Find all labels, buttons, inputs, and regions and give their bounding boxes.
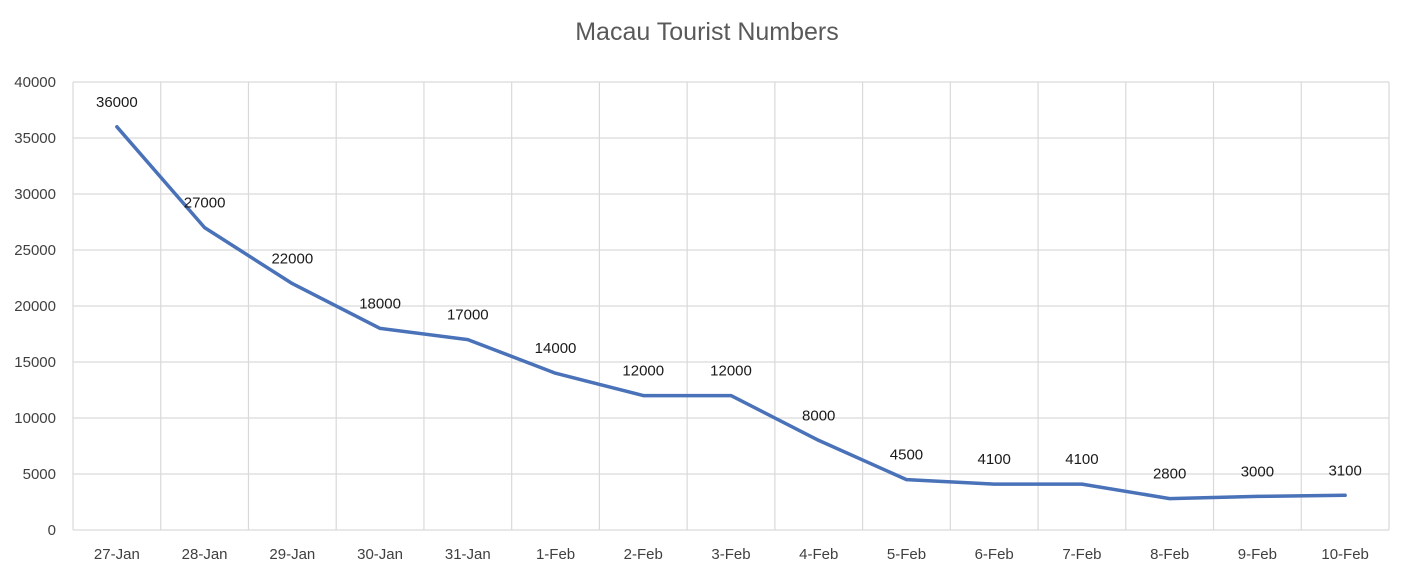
data-point xyxy=(904,478,908,482)
y-tick-label: 15000 xyxy=(14,354,56,371)
x-tick-label: 2-Feb xyxy=(624,546,663,563)
x-tick-label: 8-Feb xyxy=(1150,546,1189,563)
x-tick-label: 6-Feb xyxy=(975,546,1014,563)
data-label: 18000 xyxy=(359,295,401,312)
data-label: 22000 xyxy=(271,251,313,268)
chart-title: Macau Tourist Numbers xyxy=(575,18,839,46)
data-label: 3000 xyxy=(1241,463,1274,480)
data-point xyxy=(378,326,382,330)
x-tick-label: 28-Jan xyxy=(182,546,228,563)
x-tick-label: 9-Feb xyxy=(1238,546,1277,563)
data-label: 4100 xyxy=(978,451,1011,468)
data-label: 2800 xyxy=(1153,466,1186,483)
x-tick-label: 4-Feb xyxy=(799,546,838,563)
x-tick-label: 5-Feb xyxy=(887,546,926,563)
data-point xyxy=(554,371,558,375)
x-tick-label: 7-Feb xyxy=(1062,546,1101,563)
data-point xyxy=(466,338,470,342)
data-label: 27000 xyxy=(184,195,226,212)
data-label: 4500 xyxy=(890,447,923,464)
y-tick-label: 35000 xyxy=(14,130,56,147)
data-point xyxy=(729,394,733,398)
x-tick-label: 29-Jan xyxy=(269,546,315,563)
data-point xyxy=(641,394,645,398)
data-label: 14000 xyxy=(535,340,577,357)
data-point xyxy=(1255,494,1259,498)
x-tick-label: 30-Jan xyxy=(357,546,403,563)
data-point xyxy=(290,282,294,286)
y-tick-label: 40000 xyxy=(14,74,56,91)
x-tick-label: 3-Feb xyxy=(711,546,750,563)
data-point xyxy=(1343,493,1347,497)
y-tick-label: 0 xyxy=(48,522,56,539)
y-tick-label: 25000 xyxy=(14,242,56,259)
data-label: 8000 xyxy=(802,407,835,424)
x-tick-label: 31-Jan xyxy=(445,546,491,563)
x-tick-label: 1-Feb xyxy=(536,546,575,563)
data-point xyxy=(992,482,996,486)
data-label: 36000 xyxy=(96,94,138,111)
data-label: 12000 xyxy=(622,363,664,380)
y-tick-label: 20000 xyxy=(14,298,56,315)
data-point xyxy=(1168,497,1172,501)
data-point xyxy=(115,125,119,129)
data-label: 3100 xyxy=(1328,462,1361,479)
y-tick-label: 5000 xyxy=(23,466,56,483)
data-label: 4100 xyxy=(1065,451,1098,468)
data-label: 12000 xyxy=(710,363,752,380)
data-point xyxy=(1080,482,1084,486)
y-tick-label: 30000 xyxy=(14,186,56,203)
x-tick-label: 27-Jan xyxy=(94,546,140,563)
y-tick-label: 10000 xyxy=(14,410,56,427)
data-point xyxy=(203,226,207,230)
data-point xyxy=(817,438,821,442)
series-line xyxy=(115,125,1347,501)
data-label: 17000 xyxy=(447,307,489,324)
x-tick-label: 10-Feb xyxy=(1321,546,1369,563)
